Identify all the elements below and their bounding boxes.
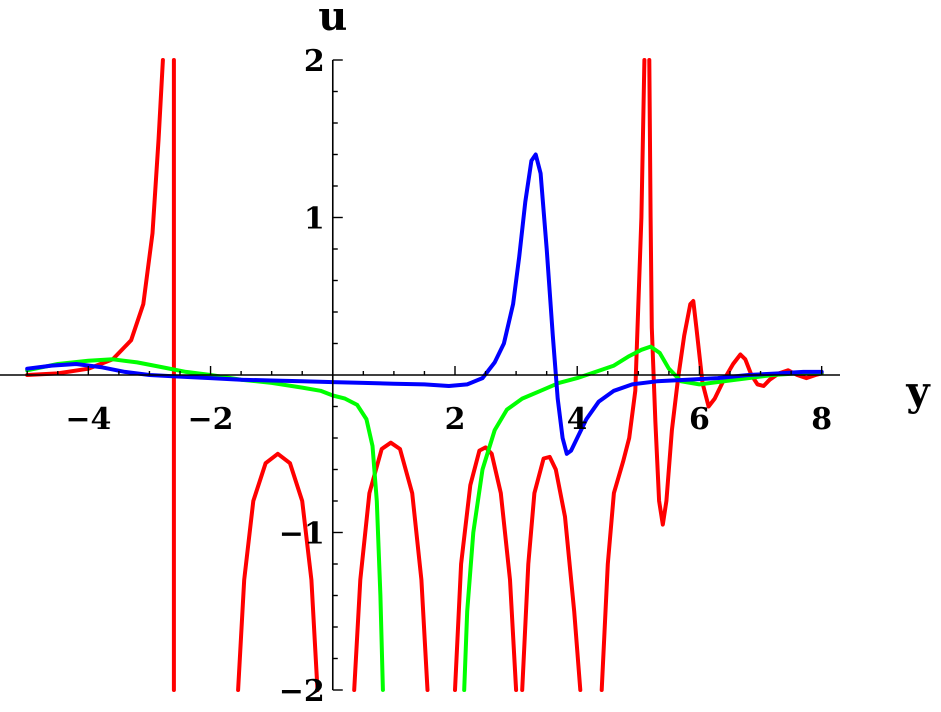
- axes-layer: [0, 60, 840, 690]
- red-curve-segment: [599, 58, 647, 692]
- ticks-layer: −4 −2 2 4 6 8 −2 −1 1 2: [26, 44, 832, 709]
- x-tick-label: −2: [188, 402, 234, 437]
- red-curve-segment: [352, 440, 430, 692]
- y-tick-label: 1: [304, 202, 325, 237]
- red-curve-segment: [453, 445, 519, 692]
- x-tick-label: −4: [65, 402, 111, 437]
- y-tick-label: 2: [304, 44, 325, 79]
- blue-series: [25, 152, 824, 456]
- blue-curve-segment: [25, 152, 824, 456]
- x-tick-label: 2: [445, 402, 466, 437]
- red-curve-segment: [647, 58, 824, 527]
- series-layer: [25, 58, 824, 692]
- x-tick-label: 4: [567, 402, 588, 437]
- red-curve-segment: [520, 454, 583, 692]
- red-curve-segment: [236, 451, 320, 692]
- green-series: [25, 344, 824, 692]
- x-tick-label: 8: [811, 402, 832, 437]
- y-tick-label: −1: [279, 517, 325, 552]
- green-curve-segment: [25, 357, 385, 692]
- y-tick-label: −2: [279, 674, 325, 709]
- red-series: [25, 58, 824, 692]
- y-axis-label: u: [318, 0, 347, 40]
- x-tick-label: 6: [689, 402, 710, 437]
- green-curve-segment: [462, 344, 824, 692]
- x-axis-label: y: [905, 368, 931, 415]
- red-curve-segment: [25, 58, 165, 377]
